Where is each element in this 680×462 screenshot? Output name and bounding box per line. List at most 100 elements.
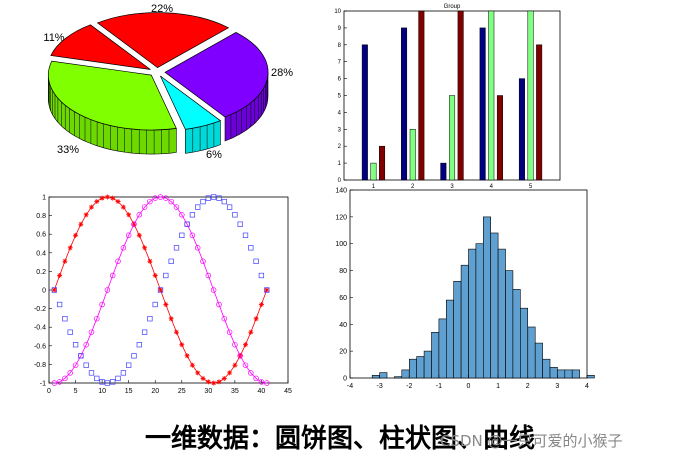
data-point-circle — [141, 204, 148, 210]
x-tick-label: 0 — [467, 383, 471, 390]
pie-slice — [96, 12, 230, 69]
data-point-star — [73, 232, 79, 238]
data-point-square — [157, 287, 164, 293]
pie-slice — [164, 32, 269, 118]
data-point-circle — [88, 329, 95, 335]
bar — [479, 27, 486, 181]
data-point-circle — [109, 272, 116, 279]
data-point-circle — [221, 315, 228, 322]
x-tick-label: 0 — [47, 388, 51, 395]
data-point-star — [211, 380, 217, 386]
data-point-square — [99, 379, 105, 385]
data-point-star — [115, 199, 121, 205]
y-tick-label: 0.6 — [36, 232, 46, 239]
data-point-square — [78, 353, 84, 359]
data-point-square — [189, 212, 196, 218]
data-point-star — [163, 302, 169, 308]
x-tick-label: 4 — [585, 383, 589, 390]
y-tick-label: 0.8 — [36, 213, 46, 220]
data-point-circle — [258, 379, 265, 385]
y-tick-label: 0 — [42, 288, 46, 295]
data-point-star — [264, 287, 270, 293]
pie-slice — [160, 75, 222, 130]
histogram-bar — [557, 369, 566, 379]
data-point-star — [184, 353, 190, 359]
bar — [536, 44, 543, 181]
data-point-square — [136, 342, 142, 348]
data-point-square — [56, 301, 63, 308]
y-tick-label: -0.6 — [34, 343, 46, 350]
data-point-square — [51, 287, 57, 293]
histogram-bar — [490, 232, 499, 379]
data-point-square — [205, 195, 211, 201]
x-tick-label: 20 — [151, 388, 159, 395]
y-tick-label: 6 — [338, 77, 342, 83]
data-point-circle — [226, 329, 233, 335]
data-point-circle — [205, 272, 212, 279]
y-tick-label: 60 — [339, 295, 347, 302]
x-tick-label: 1 — [372, 184, 376, 190]
data-point-star — [94, 199, 100, 205]
data-point-circle — [115, 258, 121, 265]
histogram-bar — [542, 358, 551, 379]
y-tick-label: 120 — [335, 214, 347, 221]
data-point-square — [168, 258, 174, 264]
x-tick-label: 35 — [231, 388, 239, 395]
data-point-square — [152, 301, 158, 308]
y-tick-label: 0.2 — [36, 269, 46, 276]
data-point-circle — [104, 287, 111, 293]
data-point-square — [67, 329, 73, 335]
data-point-star — [232, 362, 238, 368]
pie-slice-label: 22% — [151, 3, 173, 15]
data-point-circle — [99, 301, 105, 308]
data-point-star — [88, 204, 94, 210]
data-point-circle — [72, 362, 79, 368]
y-tick-label: 0 — [343, 376, 347, 383]
data-point-circle — [200, 258, 206, 265]
x-tick-label: -2 — [406, 383, 412, 390]
pie-slice-label: 33% — [57, 144, 79, 156]
y-tick-label: 100 — [335, 241, 347, 248]
histogram-bar — [445, 299, 454, 379]
histogram-bar — [401, 369, 410, 379]
x-tick-label: 45 — [284, 388, 292, 395]
data-point-circle — [125, 232, 132, 239]
bar — [518, 78, 525, 181]
data-point-circle — [62, 375, 68, 382]
data-point-circle — [173, 204, 180, 210]
y-tick-label: 2 — [338, 144, 342, 150]
data-point-circle — [94, 315, 100, 322]
data-point-circle — [163, 195, 169, 201]
data-point-square — [232, 212, 238, 218]
histogram-bar — [519, 307, 528, 379]
y-tick-label: 5 — [338, 94, 342, 100]
data-point-circle — [56, 379, 63, 385]
x-tick-label: 15 — [125, 388, 133, 395]
data-point-star — [173, 329, 179, 335]
y-tick-label: -1 — [40, 381, 46, 388]
histogram-bar — [416, 356, 425, 379]
bar — [370, 162, 377, 181]
data-point-star — [205, 379, 211, 385]
data-point-star — [78, 221, 84, 227]
pie-slice-label: 6% — [206, 149, 222, 161]
data-point-square — [237, 221, 243, 227]
data-point-circle — [194, 245, 201, 251]
data-point-circle — [157, 194, 164, 200]
bar — [527, 10, 534, 181]
y-tick-label: 80 — [339, 268, 347, 275]
data-point-circle — [232, 341, 238, 348]
histogram-bar — [571, 369, 580, 379]
data-point-square — [184, 221, 190, 227]
data-point-square — [163, 272, 169, 279]
data-point-circle — [210, 287, 217, 293]
histogram-bar — [505, 270, 514, 379]
histogram-bar — [549, 366, 558, 379]
data-point-star — [104, 194, 110, 200]
x-tick-label: -1 — [436, 383, 442, 390]
data-point-star — [189, 362, 195, 368]
data-point-square — [141, 329, 148, 335]
histogram-bar — [564, 369, 573, 379]
data-point-square — [72, 342, 79, 348]
